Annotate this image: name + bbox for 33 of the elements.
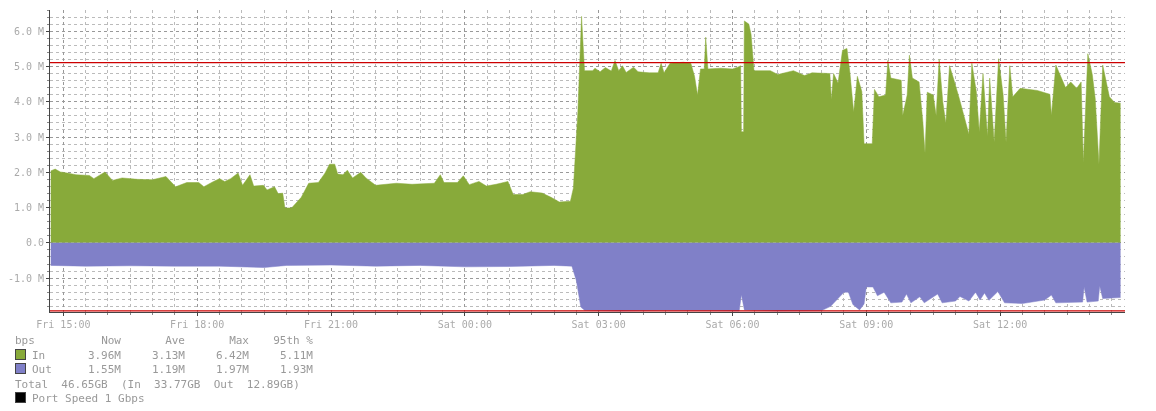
text: bps bbox=[15, 334, 36, 349]
text: 5.11M bbox=[278, 348, 314, 363]
text: 6.42M bbox=[214, 348, 250, 363]
text: Total 46.65GB (In 33.77GB Out 12.89GB) bbox=[15, 377, 301, 392]
text: 1.97M bbox=[214, 363, 250, 378]
text: 95th % bbox=[272, 334, 314, 349]
text: Max bbox=[228, 334, 250, 349]
x-tick-label: Fri 15:00 bbox=[36, 319, 91, 330]
y-tick-label: 2.0 M bbox=[13, 166, 44, 178]
x-tick-label: Sat 12:00 bbox=[973, 319, 1028, 330]
text: 1.55M bbox=[86, 363, 122, 378]
legend-label: Out bbox=[31, 363, 53, 378]
text: 3.13M bbox=[150, 348, 186, 363]
x-tick-label: Sat 03:00 bbox=[571, 319, 626, 330]
text: 1.19M bbox=[150, 363, 186, 378]
y-tick-label: 1.0 M bbox=[13, 202, 44, 214]
x-tick-label: Sat 00:00 bbox=[437, 319, 492, 330]
x-tick-label: Sat 09:00 bbox=[839, 319, 894, 330]
text: 1.93M bbox=[278, 363, 314, 378]
x-tick-label: Fri 18:00 bbox=[170, 319, 225, 330]
y-tick-label: -1.0 M bbox=[7, 272, 44, 284]
y-tick-label: 4.0 M bbox=[13, 96, 44, 108]
y-tick-label: 0.0 bbox=[25, 237, 44, 249]
text: Ave bbox=[164, 334, 186, 349]
y-tick-label: 5.0 M bbox=[13, 60, 44, 72]
y-tick-label: 6.0 M bbox=[13, 25, 44, 37]
text: Now bbox=[100, 334, 122, 349]
legend-label: In bbox=[31, 348, 47, 363]
x-tick-label: Sat 06:00 bbox=[705, 319, 760, 330]
y-tick-label: 3.0 M bbox=[13, 131, 44, 143]
x-tick-label: Fri 21:00 bbox=[303, 319, 359, 330]
text: 3.96M bbox=[86, 348, 122, 363]
text: Port Speed 1 Gbps bbox=[31, 392, 146, 407]
